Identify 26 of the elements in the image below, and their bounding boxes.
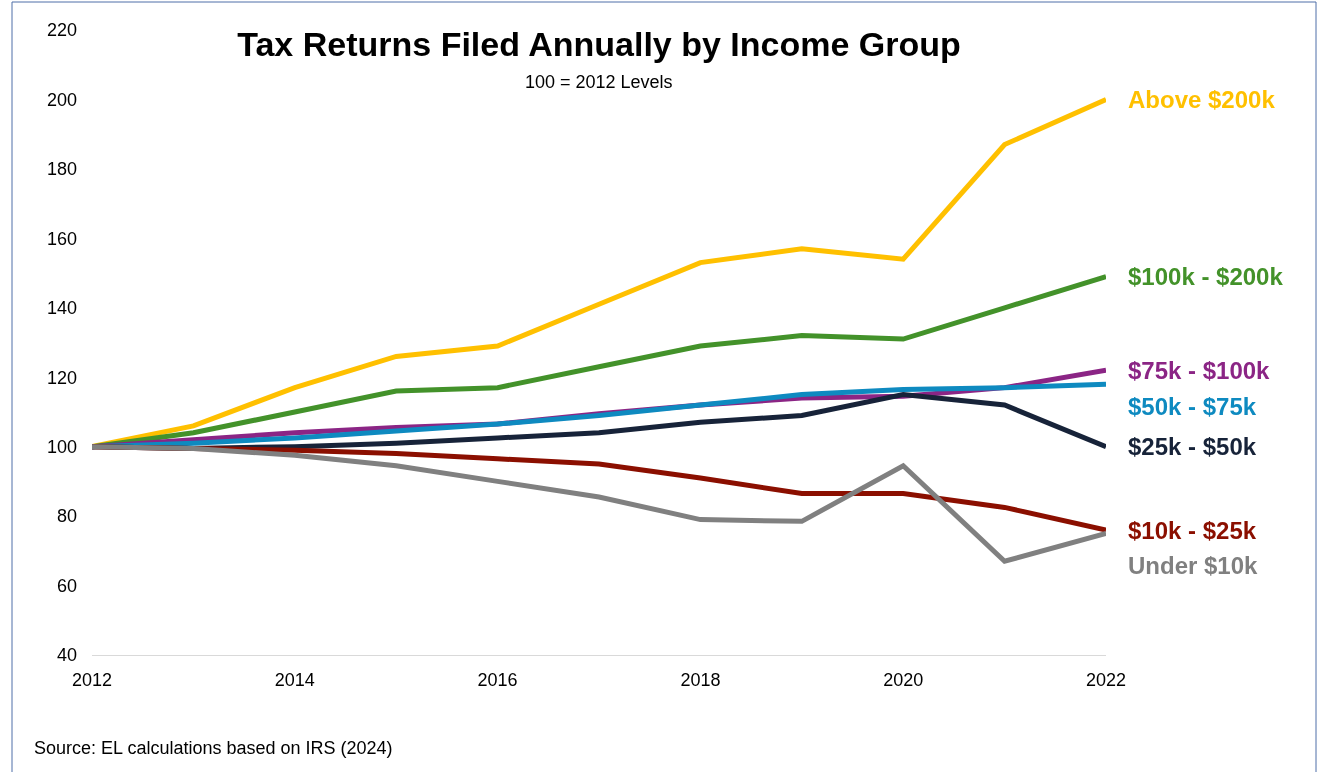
series-label: $75k - $100k [1128,357,1271,384]
x-tick-label: 2014 [274,669,315,690]
y-tick-label: 80 [56,506,77,527]
x-tick-label: 2020 [883,669,924,690]
y-tick-label: 60 [56,575,77,596]
y-tick-label: 100 [46,436,77,457]
series-label: Under $10k [1128,552,1259,579]
x-tick-label: 2012 [71,669,113,690]
series-label: $25k - $50k [1128,433,1257,460]
y-tick-label: 160 [46,228,77,249]
text: 100 = 2012 Levels [525,72,673,92]
chart-title: Tax Returns Filed Annually by Income Group [237,24,961,63]
y-tick-label: 120 [46,367,77,388]
y-tick-label: 200 [46,89,77,110]
y-tick-label: 220 [46,20,77,41]
source-note: Source: EL calculations based on IRS (2024) [34,738,393,758]
series-label: $50k - $75k [1128,393,1257,420]
y-tick-label: 140 [46,298,77,319]
y-tick-label: 40 [56,645,77,666]
x-tick-label: 2016 [477,669,518,690]
y-tick-label: 180 [46,159,77,180]
x-tick-label: 2022 [1085,669,1127,690]
series-label: Above $200k [1128,86,1276,113]
series-label: $10k - $25k [1128,517,1257,544]
series-label: $100k - $200k [1128,263,1284,290]
x-tick-label: 2018 [680,669,721,690]
